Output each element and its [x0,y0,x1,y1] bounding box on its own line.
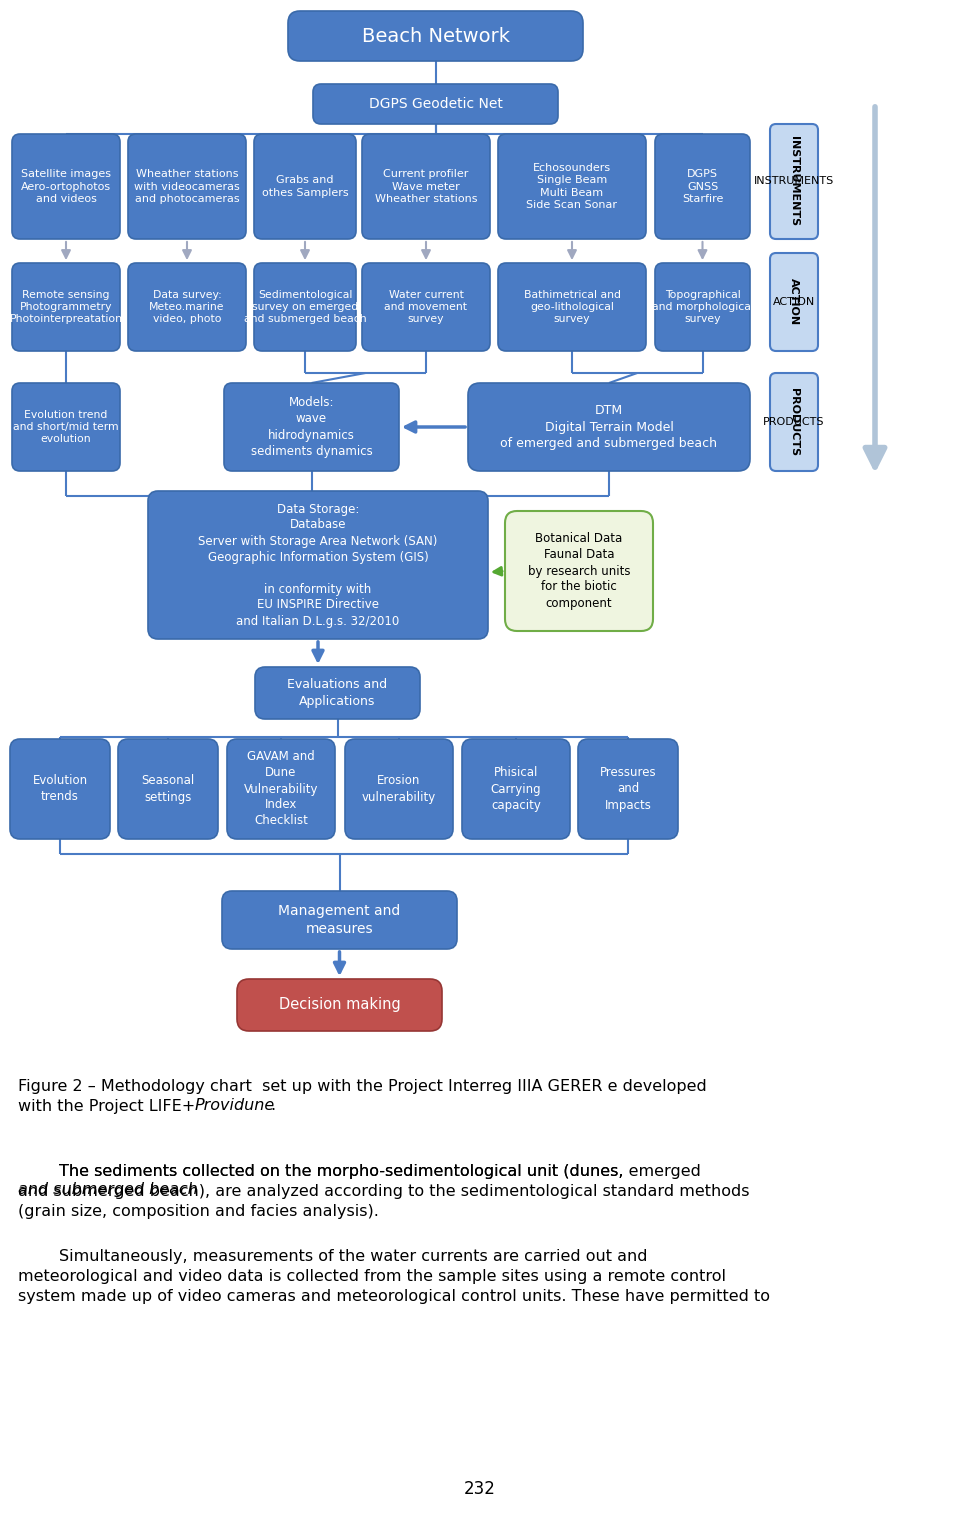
FancyBboxPatch shape [498,134,646,238]
Text: .: . [270,1098,276,1113]
FancyBboxPatch shape [288,11,583,61]
Text: Satellite images
Aero-ortophotos
and videos: Satellite images Aero-ortophotos and vid… [21,169,111,204]
FancyBboxPatch shape [118,740,218,838]
Text: Botanical Data
Faunal Data
by research units
for the biotic
component: Botanical Data Faunal Data by research u… [528,533,631,609]
FancyBboxPatch shape [462,740,570,838]
Text: Beach Network: Beach Network [362,26,510,46]
FancyBboxPatch shape [12,383,120,471]
Text: PRODUCTS: PRODUCTS [789,387,799,456]
FancyBboxPatch shape [770,254,818,351]
FancyBboxPatch shape [237,980,442,1031]
Text: The sediments collected on the morpho-sedimentological unit (dunes,: The sediments collected on the morpho-se… [18,1164,629,1179]
Text: Bathimetrical and
geo-lithological
survey: Bathimetrical and geo-lithological surve… [523,290,620,325]
Text: DTM
Digital Terrain Model
of emerged and submerged beach: DTM Digital Terrain Model of emerged and… [500,404,717,450]
Text: Erosion
vulnerability: Erosion vulnerability [362,775,436,804]
FancyBboxPatch shape [227,740,335,838]
FancyBboxPatch shape [770,125,818,238]
FancyBboxPatch shape [254,263,356,351]
Text: GAVAM and
Dune
Vulnerability
Index
Checklist: GAVAM and Dune Vulnerability Index Check… [244,750,319,828]
Text: Evolution trend
and short/mid term
evolution: Evolution trend and short/mid term evolu… [13,410,119,445]
FancyBboxPatch shape [468,383,750,471]
Text: Seasonal
settings: Seasonal settings [141,775,195,804]
Text: INSTRUMENTS: INSTRUMENTS [789,137,799,226]
Text: INSTRUMENTS: INSTRUMENTS [754,176,834,187]
Text: DGPS
GNSS
Starfire: DGPS GNSS Starfire [682,169,723,204]
FancyBboxPatch shape [345,740,453,838]
FancyBboxPatch shape [505,510,653,630]
FancyBboxPatch shape [254,134,356,238]
FancyBboxPatch shape [12,134,120,238]
Text: Data survey:
Meteo.marine
video, photo: Data survey: Meteo.marine video, photo [149,290,225,325]
Text: Topographical
and morphological
survey: Topographical and morphological survey [652,290,754,325]
Text: Models:
wave
hidrodynamics
sediments dynamics: Models: wave hidrodynamics sediments dyn… [251,396,372,457]
Text: DGPS Geodetic Net: DGPS Geodetic Net [369,97,502,111]
Text: The sediments collected on the morpho-sedimentological unit (dunes, emerged
and : The sediments collected on the morpho-se… [18,1164,750,1218]
Text: Providune: Providune [195,1098,276,1113]
Text: 232: 232 [464,1480,496,1498]
Text: ACTION: ACTION [773,298,815,307]
Text: and submerged beach: and submerged beach [18,1182,198,1197]
Text: Phisical
Carrying
capacity: Phisical Carrying capacity [491,767,541,811]
Text: Grabs and
othes Samplers: Grabs and othes Samplers [262,175,348,197]
Text: Sedimentological
survey on emerged
and submerged beach: Sedimentological survey on emerged and s… [244,290,367,325]
Text: Pressures
and
Impacts: Pressures and Impacts [600,767,657,811]
FancyBboxPatch shape [224,383,399,471]
Text: PRODUCTS: PRODUCTS [763,418,825,427]
FancyBboxPatch shape [148,491,488,639]
FancyBboxPatch shape [498,263,646,351]
FancyBboxPatch shape [255,667,420,718]
Text: Remote sensing
Photogrammetry
Photointerpreatation: Remote sensing Photogrammetry Photointer… [10,290,123,325]
Text: ACTION: ACTION [789,278,799,325]
FancyBboxPatch shape [362,134,490,238]
FancyBboxPatch shape [128,134,246,238]
Text: Wheather stations
with videocameras
and photocameras: Wheather stations with videocameras and … [134,169,240,204]
FancyBboxPatch shape [222,892,457,949]
Text: Current profiler
Wave meter
Wheather stations: Current profiler Wave meter Wheather sta… [374,169,477,204]
Text: Echosounders
Single Beam
Multi Beam
Side Scan Sonar: Echosounders Single Beam Multi Beam Side… [526,163,617,210]
FancyBboxPatch shape [12,263,120,351]
FancyBboxPatch shape [10,740,110,838]
Text: Figure 2 – Methodology chart  set up with the Project Interreg IIIA GERER e deve: Figure 2 – Methodology chart set up with… [18,1078,707,1113]
Text: Evolution
trends: Evolution trends [33,775,87,804]
FancyBboxPatch shape [655,263,750,351]
Text: Management and
measures: Management and measures [278,904,400,936]
Text: Simultaneously, measurements of the water currents are carried out and
meteorolo: Simultaneously, measurements of the wate… [18,1249,770,1303]
Text: Water current
and movement
survey: Water current and movement survey [385,290,468,325]
Text: Data Storage:
Database
Server with Storage Area Network (SAN)
Geographic Informa: Data Storage: Database Server with Stora… [199,503,438,627]
FancyBboxPatch shape [313,84,558,125]
FancyBboxPatch shape [770,374,818,471]
FancyBboxPatch shape [128,263,246,351]
FancyBboxPatch shape [655,134,750,238]
Text: Evaluations and
Applications: Evaluations and Applications [287,679,388,708]
FancyBboxPatch shape [362,263,490,351]
FancyBboxPatch shape [578,740,678,838]
Text: Decision making: Decision making [278,998,400,1013]
